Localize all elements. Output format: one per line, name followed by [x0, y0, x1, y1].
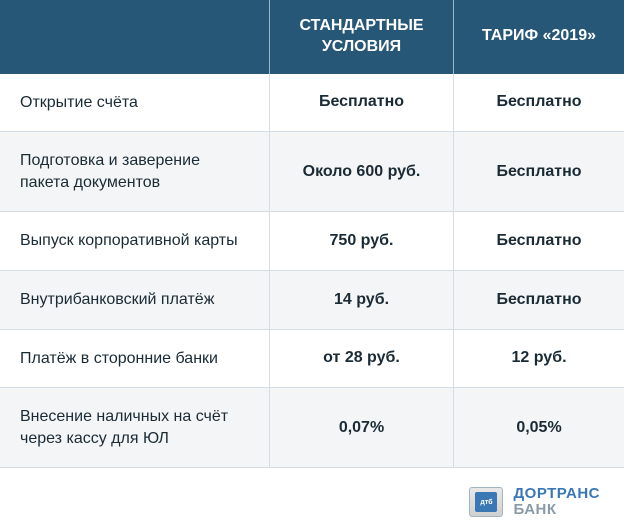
logo-text: ДОРТРАНС БАНК: [513, 486, 600, 518]
logo-line-2: БАНК: [513, 502, 600, 518]
table-row: Выпуск корпоративной карты 750 руб. Бесп…: [0, 212, 624, 271]
table-row: Платёж в сторонние банки от 28 руб. 12 р…: [0, 330, 624, 389]
logo-badge-text: дтб: [475, 492, 497, 512]
row-tariff2019: Бесплатно: [454, 212, 624, 271]
row-standard: 750 руб.: [270, 212, 454, 271]
row-label: Платёж в сторонние банки: [0, 330, 270, 389]
row-tariff2019: Бесплатно: [454, 271, 624, 330]
row-standard: Около 600 руб.: [270, 132, 454, 212]
row-standard: 0,07%: [270, 388, 454, 468]
row-label: Открытие счёта: [0, 74, 270, 133]
row-label: Выпуск корпоративной карты: [0, 212, 270, 271]
table-header-row: СТАНДАРТНЫЕ УСЛОВИЯ ТАРИФ «2019»: [0, 0, 624, 74]
row-label: Внутрибанковский платёж: [0, 271, 270, 330]
bank-logo: дтб ДОРТРАНС БАНК: [0, 468, 624, 528]
row-standard: 14 руб.: [270, 271, 454, 330]
table-row: Открытие счёта Бесплатно Бесплатно: [0, 74, 624, 133]
tariff-table: СТАНДАРТНЫЕ УСЛОВИЯ ТАРИФ «2019» Открыти…: [0, 0, 624, 468]
table-row: Внесение наличных на счёт через кассу дл…: [0, 388, 624, 468]
row-tariff2019: Бесплатно: [454, 74, 624, 133]
header-standard: СТАНДАРТНЫЕ УСЛОВИЯ: [270, 0, 454, 74]
table-row: Внутрибанковский платёж 14 руб. Бесплатн…: [0, 271, 624, 330]
tariff-comparison: СТАНДАРТНЫЕ УСЛОВИЯ ТАРИФ «2019» Открыти…: [0, 0, 624, 528]
table-row: Подготовка и заверение пакета документов…: [0, 132, 624, 212]
logo-line-1: ДОРТРАНС: [513, 486, 600, 502]
row-standard: Бесплатно: [270, 74, 454, 133]
header-empty: [0, 0, 270, 74]
row-tariff2019: 12 руб.: [454, 330, 624, 389]
row-label: Подготовка и заверение пакета документов: [0, 132, 270, 212]
row-standard: от 28 руб.: [270, 330, 454, 389]
logo-badge-icon: дтб: [469, 487, 503, 517]
row-tariff2019: 0,05%: [454, 388, 624, 468]
row-label: Внесение наличных на счёт через кассу дл…: [0, 388, 270, 468]
row-tariff2019: Бесплатно: [454, 132, 624, 212]
header-tariff2019: ТАРИФ «2019»: [454, 0, 624, 74]
